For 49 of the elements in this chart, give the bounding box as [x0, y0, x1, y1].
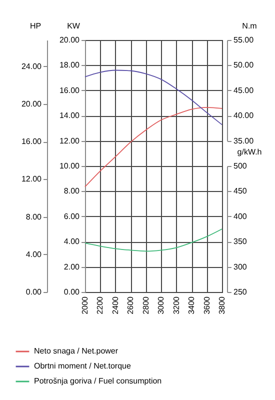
y2-tick-label: 0.00 [26, 288, 42, 296]
x-tick-label: 2800 [141, 296, 150, 314]
y-tick-label: 450 [234, 186, 248, 196]
y3-axis-title: N.m [242, 22, 258, 30]
y2-tick-label: 24.00 [21, 62, 42, 71]
y2-tick-label: 8.00 [26, 212, 42, 222]
y-tick-label: 18.00 [59, 60, 80, 70]
y-tick-label: 10.00 [59, 162, 80, 170]
y3-tick-label: 50.00 [234, 60, 254, 70]
y3-tick-label: 55.00 [234, 36, 254, 44]
legend-label: Neto snaga / Net.power [34, 346, 118, 356]
x-tick-label: 3000 [156, 296, 166, 314]
legend-label: Potrošnja goriva / Fuel consumption [34, 376, 162, 386]
x-tick-label: 3400 [187, 296, 196, 314]
y-axis-title: g/kW.h [237, 148, 262, 156]
line-series [84, 106, 222, 188]
y3-tick-label: 35.00 [234, 136, 254, 146]
y-tick-label: 8.00 [64, 186, 80, 196]
legend-label: Obrtni moment / Net.torque [34, 362, 132, 370]
y-tick-label: 0.00 [64, 288, 80, 296]
y-tick-label: 20.00 [59, 36, 80, 44]
y-tick-label: 6.00 [64, 212, 80, 221]
line-series [84, 70, 222, 126]
x-tick-label: 3800 [218, 296, 226, 314]
y3-tick-label: 45.00 [234, 86, 254, 95]
y-tick-label: 400 [234, 212, 248, 221]
x-tick-label: 2400 [110, 296, 120, 314]
y2-tick-label: 12.00 [21, 174, 42, 184]
line-series [84, 228, 222, 252]
x-tick-label: 3200 [172, 296, 181, 314]
y-tick-label: 2.00 [64, 262, 80, 272]
y2-tick-label: 4.00 [26, 250, 42, 259]
y2-tick-label: 20.00 [21, 99, 42, 108]
x-tick-label: 2200 [96, 296, 105, 314]
y3-tick-label: 40.00 [234, 111, 254, 120]
y-tick-label: 16.00 [59, 86, 80, 95]
x-tick-label: 2600 [126, 296, 136, 314]
x-tick-label: 2000 [80, 296, 90, 314]
y-tick-label: 250 [234, 288, 248, 296]
y-tick-label: 500 [234, 162, 248, 170]
y-tick-label: 350 [234, 237, 248, 246]
x-tick-label: 3600 [202, 296, 212, 314]
y-axis-title: KW [67, 22, 80, 30]
y-tick-label: 12.00 [59, 136, 80, 146]
y-tick-label: 14.00 [59, 111, 80, 120]
y-tick-label: 4.00 [64, 237, 80, 246]
y2-axis-title: HP [30, 22, 42, 30]
y2-tick-label: 16.00 [21, 137, 42, 146]
y-tick-label: 300 [234, 262, 248, 272]
